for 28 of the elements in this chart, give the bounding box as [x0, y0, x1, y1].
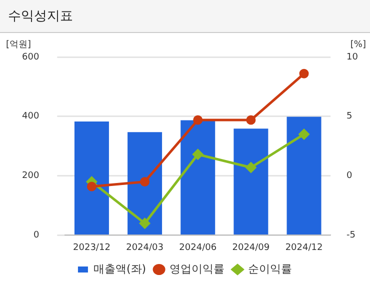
y2-tick-label: 5	[346, 112, 352, 122]
x-tick-label: 2024/09	[232, 242, 270, 253]
legend-label: 매출액(좌)	[93, 262, 146, 276]
legend-label: 순이익률	[248, 262, 292, 276]
y-tick-label: 200	[22, 171, 40, 182]
point	[140, 176, 150, 186]
point	[246, 162, 256, 173]
point	[299, 68, 309, 78]
legend-label: 영업이익률	[170, 262, 225, 276]
y-axis-title: [억원]	[6, 40, 32, 50]
y2-tick-label: 10	[346, 52, 358, 62]
point	[192, 149, 204, 160]
y2-axis-title: [%]	[350, 40, 366, 50]
x-tick-label: 2023/12	[73, 242, 110, 253]
chart-title: 수익성지표	[0, 0, 370, 33]
point	[246, 115, 256, 125]
y-tick-label: 600	[22, 52, 40, 62]
y2-tick-label: -5	[346, 230, 356, 241]
x-tick-label: 2024/06	[179, 242, 217, 253]
y-tick-label: 400	[22, 112, 40, 122]
y2-tick-label: 0	[346, 171, 353, 182]
x-tick-label: 2024/03	[126, 242, 164, 253]
point	[140, 218, 150, 229]
point	[86, 182, 96, 192]
point	[298, 128, 310, 140]
point	[193, 115, 203, 125]
x-tick-label: 2024/12	[285, 242, 323, 253]
y-tick-label: 0	[33, 230, 40, 241]
